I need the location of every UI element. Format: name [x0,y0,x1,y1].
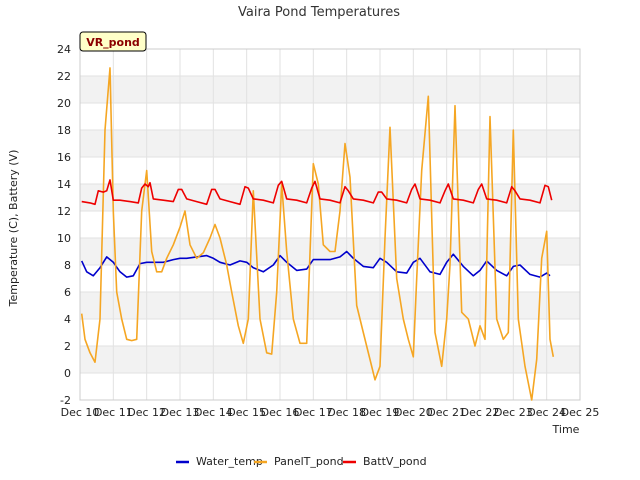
plot-band [80,103,580,130]
y-tick-label: 22 [57,70,71,83]
x-tick-label: Dec 21 [427,406,466,419]
plot-bands [80,49,580,400]
series-line-battv-pond [81,179,553,206]
x-axis-label: Time [552,423,580,436]
station-tag-label: VR_pond [86,36,140,49]
y-tick-label: 4 [64,313,71,326]
x-tick-label: Dec 16 [261,406,300,419]
x-tick-label: Dec 13 [161,406,200,419]
plot-band [80,346,580,373]
x-tick-label: Dec 18 [327,406,366,419]
y-tick-label: 16 [57,151,71,164]
x-tick-label: Dec 10 [61,406,100,419]
plot-band [80,265,580,292]
series-line-panelt-pond [80,67,555,401]
plot-area [79,48,581,401]
legend: Water_temp PanelT_pond BattV_pond [176,455,427,468]
legend-label: BattV_pond [363,455,427,468]
x-tick-label: Dec 17 [294,406,333,419]
x-tick-label: Dec 14 [194,406,233,419]
y-tick-label: 20 [57,97,71,110]
plot-band [80,319,580,346]
plot-band [80,211,580,238]
y-tick-label: 0 [64,367,71,380]
series-lines [80,67,555,401]
plot-band [80,130,580,157]
y-tick-label: 24 [57,43,71,56]
station-tag: VR_pond [79,31,147,52]
x-tick-label: Dec 15 [227,406,266,419]
plot-band [80,373,580,400]
y-axis-label: Temperature (C), Battery (V) [7,150,20,308]
x-tick-label: Dec 11 [94,406,133,419]
y-tick-label: 10 [57,232,71,245]
y-tick-label: 8 [64,259,71,272]
legend-item: PanelT_pond [254,455,344,468]
plot-band [80,157,580,184]
x-tick-label: Dec 24 [527,406,566,419]
legend-item: BattV_pond [343,455,427,468]
plot-band [80,49,580,76]
x-tick-label: Dec 22 [461,406,500,419]
legend-item: Water_temp [176,455,263,468]
x-tick-label: Dec 25 [561,406,600,419]
legend-label: Water_temp [196,455,263,468]
legend-label: PanelT_pond [274,455,344,468]
y-tick-label: 12 [57,205,71,218]
x-tick-label: Dec 20 [394,406,433,419]
plot-band [80,184,580,211]
y-tick-label: 6 [64,286,71,299]
y-tick-label: 2 [64,340,71,353]
y-tick-label: 14 [57,178,71,191]
x-tick-label: Dec 12 [127,406,166,419]
y-tick-label: -2 [60,394,71,407]
x-tick-label: Dec 23 [494,406,533,419]
chart-title: Vaira Pond Temperatures [238,5,400,20]
x-tick-label: Dec 19 [361,406,400,419]
plot-band [80,76,580,103]
plot-band [80,292,580,319]
y-tick-label: 18 [57,124,71,137]
